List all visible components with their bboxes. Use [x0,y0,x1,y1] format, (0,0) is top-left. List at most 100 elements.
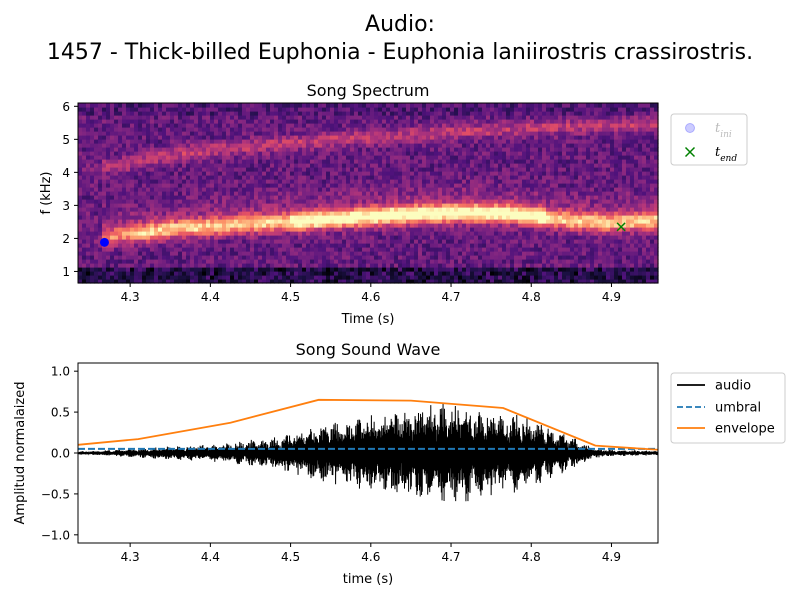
spectrogram-cell [82,207,87,212]
spectrogram-cell [442,155,447,160]
spectrogram-cell [426,275,431,280]
spectrogram-cell [402,255,407,260]
spectrogram-cell [518,131,523,136]
spectrogram-cell [354,199,359,204]
spectrogram-cell [506,163,511,168]
spectrogram-cell [454,211,459,216]
spectrogram-cell [154,271,159,276]
spectrogram-cell [482,263,487,268]
spectrogram-cell [90,143,95,148]
spectrogram-cell [334,243,339,248]
spectrogram-cell [314,223,319,228]
spectrogram-cell [406,191,411,196]
spectrogram-cell [366,223,371,228]
spectrogram-cell [238,115,243,120]
spectrogram-cell [482,219,487,224]
spectrogram-cell [170,255,175,260]
spectrogram-cell [510,175,515,180]
spectrogram-title: Song Spectrum [307,81,430,100]
spectrogram-cell [98,223,103,228]
spectrogram-cell [454,191,459,196]
spectrogram-cell [122,167,127,172]
spectrogram-cell [206,271,211,276]
spectrogram-cell [98,103,103,108]
spectrogram-cell [422,119,427,124]
spectrogram-cell [254,127,259,132]
spectrogram-cell [310,255,315,260]
spectrogram-cell [226,151,231,156]
spectrogram-cell [326,175,331,180]
spectrogram-cell [306,215,311,220]
spectrogram-cell [438,139,443,144]
spectrogram-cell [146,171,151,176]
spectrogram-cell [442,247,447,252]
spectrogram-cell [122,175,127,180]
spectrogram-cell [258,251,263,256]
spectrogram-cell [470,263,475,268]
spectrogram-cell [342,239,347,244]
spectrogram-cell [474,143,479,148]
spectrogram-cell [150,239,155,244]
spectrogram-cell [262,111,267,116]
spectrogram-cell [502,275,507,280]
spectrogram-cell [98,167,103,172]
spectrogram-cell [130,135,135,140]
spectrogram-cell [266,191,271,196]
spectrogram-cell [134,271,139,276]
spectrogram-cell [230,279,235,284]
spectrogram-cell [338,271,343,276]
spectrogram-cell [338,139,343,144]
spectrogram-cell [450,191,455,196]
spectrogram-cell [246,155,251,160]
spectrogram-cell [266,183,271,188]
spectrogram-cell [346,207,351,212]
spectrogram-cell [478,203,483,208]
spectrogram-cell [118,187,123,192]
spectrogram-cell [102,211,107,216]
spectrogram-cell [374,263,379,268]
spectrogram-cell [466,263,471,268]
spectrogram-cell [310,195,315,200]
spectrogram-cell [290,195,295,200]
spectrogram-cell [398,227,403,232]
spectrogram-cell [326,267,331,272]
spectrogram-cell [430,251,435,256]
spectrogram-cell [502,155,507,160]
spectrogram-cell [454,123,459,128]
spectrogram-cell [86,111,91,116]
spectrogram-cell [486,191,491,196]
spectrogram-cell [254,171,259,176]
spectrogram-cell [358,171,363,176]
spectrogram-cell [370,151,375,156]
spectrogram-cell [158,231,163,236]
spectrogram-cell [482,195,487,200]
spectrogram-cell [202,247,207,252]
spectrogram-cell [266,163,271,168]
spectrogram-cell [446,107,451,112]
spectrogram-cell [242,119,247,124]
spectrogram-cell [150,167,155,172]
spectrogram-cell [446,247,451,252]
spectrogram-cell [402,195,407,200]
spectrogram-cell [358,119,363,124]
spectrogram-cell [138,223,143,228]
spectrogram-cell [426,143,431,148]
spectrogram-cell [78,219,83,224]
spectrogram-cell [378,247,383,252]
spectrogram-cell [342,143,347,148]
spectrogram-cell [502,147,507,152]
spectrogram-cell [466,147,471,152]
spectrogram-cell [298,135,303,140]
spectrogram-cell [290,171,295,176]
spectrogram-cell [430,131,435,136]
spectrogram-cell [162,171,167,176]
spectrogram-cell [490,263,495,268]
spectrogram-cell [194,243,199,248]
spectrogram-cell [242,207,247,212]
spectrogram-cell [434,135,439,140]
spectrogram-cell [166,211,171,216]
spectrogram-cell [498,263,503,268]
spectrogram-cell [218,155,223,160]
spectrogram-cell [346,255,351,260]
